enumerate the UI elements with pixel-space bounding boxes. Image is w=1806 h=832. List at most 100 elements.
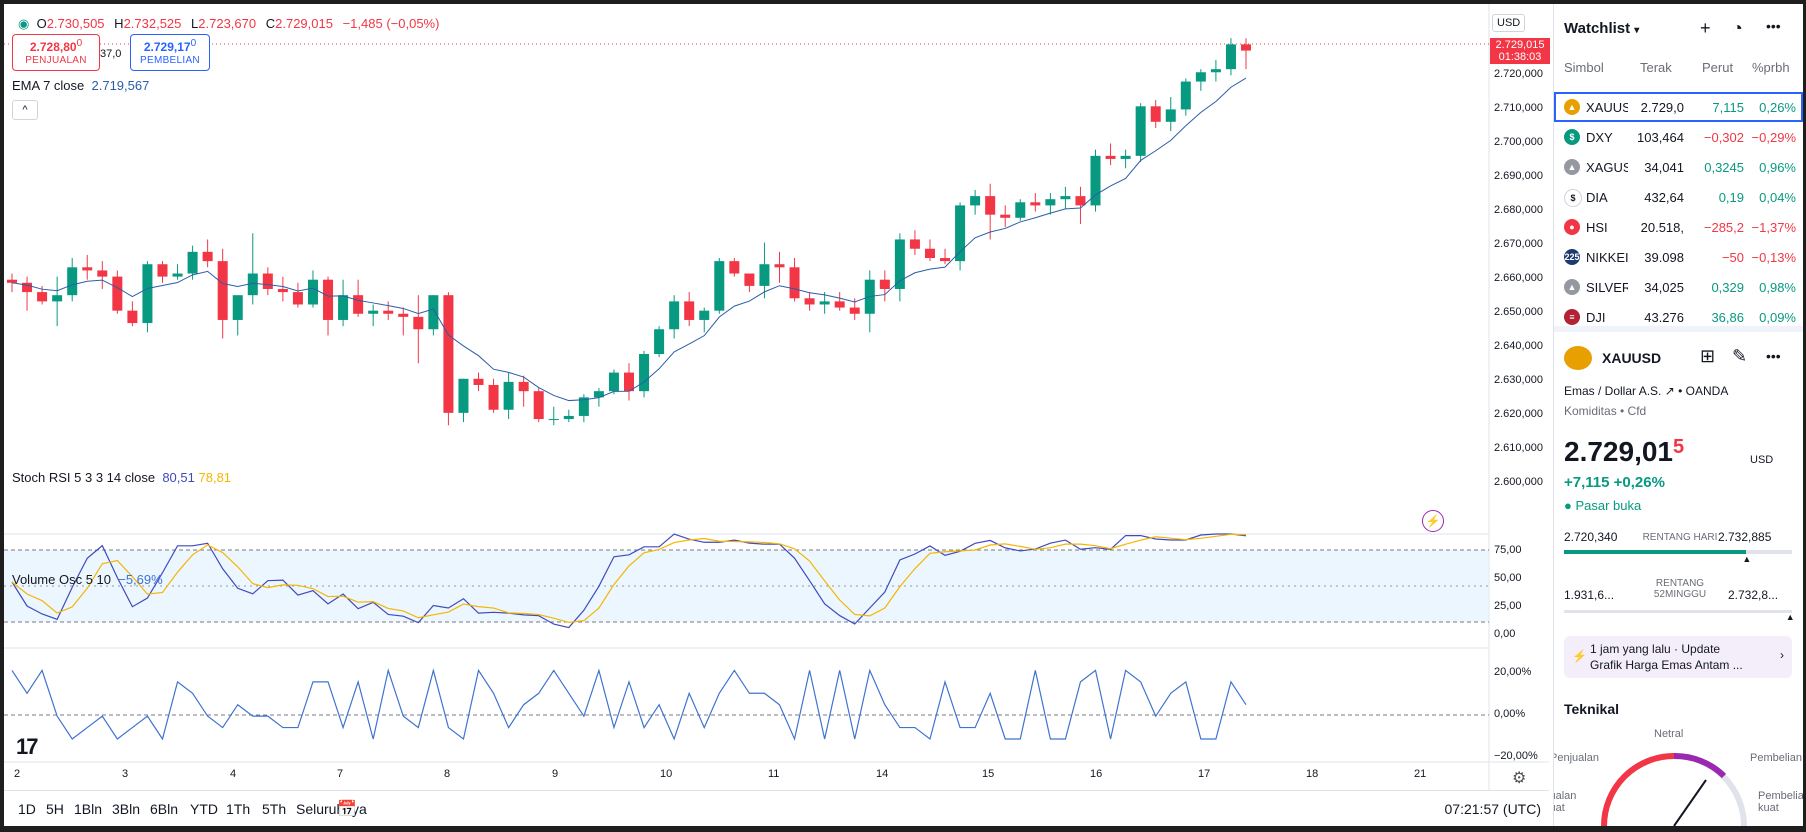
candle-body (548, 419, 559, 421)
watchlist-row[interactable]: $ DIA 432,64 0,19 0,04% (1554, 182, 1803, 212)
range-button-5h[interactable]: 5H (46, 801, 64, 817)
buy-label: PEMBELIAN (140, 55, 200, 66)
tradingview-logo[interactable]: 17 (16, 734, 39, 759)
ema-legend[interactable]: EMA 7 close 2.719,567 (12, 78, 149, 93)
watchlist-row[interactable]: ≡ DJI 43.276 36,86 0,09% (1554, 302, 1803, 332)
watchlist-row[interactable]: ▲ XAUUSD 2.729,0 7,115 0,26% (1554, 92, 1803, 122)
technicals-title[interactable]: Teknikal (1564, 701, 1619, 717)
col-last[interactable]: Terak (1640, 60, 1672, 75)
external-link-icon[interactable]: ↗ (1664, 384, 1675, 398)
stoch-k-line (11, 533, 1247, 629)
watchlist-title[interactable]: Watchlist ▾ (1564, 20, 1639, 37)
close-value: 2.729,015 (275, 16, 333, 31)
rsi-d-value: 78,81 (198, 470, 232, 485)
candle-body (97, 270, 108, 277)
more-icon[interactable]: ••• (1766, 348, 1781, 364)
candle-body (699, 310, 710, 320)
range-button-1th[interactable]: 1Th (226, 801, 251, 817)
watchlist-row[interactable]: 225 NIKKEI 39.098 −50 −0,13% (1554, 242, 1803, 272)
rsi-legend[interactable]: Stoch RSI 5 3 3 14 close 80,51 78,81 (12, 470, 231, 485)
range-button-6bln[interactable]: 6Bln (150, 801, 179, 817)
day-low: 2.720,340 (1564, 530, 1618, 544)
collapse-legend-button[interactable]: ^ (12, 100, 38, 120)
low-key: L (191, 16, 199, 31)
chart-svg[interactable] (4, 4, 1549, 826)
vol-tick: 0,00% (1494, 708, 1526, 720)
last-price-tag: 2.729,015 01:38:03 (1490, 38, 1550, 64)
candle-body (955, 205, 966, 262)
candle-body (323, 279, 334, 320)
candle-body (608, 372, 619, 392)
advanced-view-icon[interactable]: ◔ (1732, 18, 1743, 38)
candle-body (774, 264, 785, 268)
detail-desc[interactable]: Emas / Dollar A.S. (1564, 384, 1662, 398)
news-line-1: 1 jam yang lalu · Update (1590, 642, 1721, 656)
chevron-down-icon: ▾ (1634, 25, 1640, 36)
calendar-icon[interactable]: 📅 (337, 801, 357, 818)
candle-body (247, 273, 258, 296)
range-button-1bln[interactable]: 1Bln (74, 801, 103, 817)
detail-symbol[interactable]: XAUUSD (1602, 350, 1662, 366)
watchlist-percent: −0,13% (1751, 250, 1796, 265)
watchlist-last: 43.276 (1644, 310, 1684, 325)
range-button-5th[interactable]: 5Th (262, 801, 287, 817)
candle-body (7, 279, 17, 283)
gear-icon[interactable]: ⚙ (1512, 770, 1527, 787)
watchlist-symbol: XAUUSD (1586, 100, 1628, 115)
chart-area[interactable]: ◉ O2.730,505 H2.732,525 L2.723,670 C2.72… (4, 4, 1550, 826)
news-line-2: Grafik Harga Emas Antam ... (1590, 658, 1743, 672)
candle-body (428, 295, 439, 330)
market-status: ● Pasar buka (1564, 498, 1642, 513)
sell-button[interactable]: 2.728,800 PENJUALAN (12, 34, 100, 71)
watchlist-row[interactable]: ▲ XAGUSD 34,041 0,3245 0,96% (1554, 152, 1803, 182)
candle-body (1210, 69, 1221, 73)
ohlc-legend: ◉ O2.730,505 H2.732,525 L2.723,670 C2.72… (18, 16, 445, 32)
watchlist-change: 7,115 (1712, 100, 1744, 115)
lightning-icon[interactable]: ⚡ (1422, 510, 1444, 532)
price-tick: 2.700,000 (1494, 136, 1543, 148)
range-button-seluruhnya[interactable]: Seluruhnya (296, 801, 367, 817)
candle-body (488, 384, 499, 410)
watchlist-symbol: HSI (1586, 220, 1608, 235)
spread-value: 37,0 (100, 48, 122, 60)
time-tick: 14 (876, 768, 889, 780)
chevron-up-icon: ^ (22, 104, 28, 116)
currency-selector[interactable]: USD (1492, 14, 1526, 32)
add-symbol-icon[interactable]: + (1700, 18, 1711, 38)
watchlist-percent: 0,26% (1759, 100, 1796, 115)
buy-button[interactable]: 2.729,170 PEMBELIAN (130, 34, 210, 71)
candle-body (940, 258, 951, 262)
candle-body (473, 378, 484, 385)
candle-body (127, 310, 138, 324)
open-key: O (36, 16, 47, 31)
range-button-1d[interactable]: 1D (18, 801, 36, 817)
candle-body (1105, 155, 1116, 159)
clock[interactable]: 07:21:57 (UTC) (1444, 801, 1541, 817)
candle-body (970, 196, 981, 206)
candle-body (443, 295, 454, 413)
watchlist-symbol: DXY (1586, 130, 1613, 145)
news-card[interactable]: ⚡ 1 jam yang lalu · Update Grafik Harga … (1564, 636, 1792, 678)
right-panel: Watchlist ▾ + ◔ ••• Simbol Terak Perut %… (1553, 4, 1803, 826)
rsi-tick: 25,00 (1494, 600, 1522, 612)
grid-icon[interactable]: ⊞ (1700, 346, 1716, 366)
col-change[interactable]: Perut (1702, 60, 1734, 75)
more-icon[interactable]: ••• (1766, 18, 1781, 34)
lightning-icon: ⚡ (1572, 649, 1587, 663)
edit-icon[interactable]: ✎ (1732, 346, 1748, 366)
watchlist-row[interactable]: ● HSI 20.518, −285,2 −1,37% (1554, 212, 1803, 242)
range-button-ytd[interactable]: YTD (190, 801, 218, 817)
col-symbol[interactable]: Simbol (1564, 60, 1604, 75)
candle-body (292, 292, 303, 305)
candle-body (1135, 106, 1146, 156)
watchlist-row[interactable]: $ DXY 103,464 −0,302 −0,29% (1554, 122, 1803, 152)
col-percent[interactable]: %prbh (1752, 60, 1790, 75)
watchlist-last: 39.098 (1644, 250, 1684, 265)
watchlist-row[interactable]: ▲ SILVER 34,025 0,329 0,98% (1554, 272, 1803, 302)
range-button-3bln[interactable]: 3Bln (112, 801, 141, 817)
watchlist-percent: 0,98% (1759, 280, 1796, 295)
time-tick: 7 (337, 768, 344, 780)
year-range-label-2: 52MINGGU (1653, 589, 1707, 600)
vol-legend[interactable]: Volume Osc 5 10 −5,69% (12, 572, 163, 587)
rsi-tick: 0,00 (1494, 628, 1516, 640)
